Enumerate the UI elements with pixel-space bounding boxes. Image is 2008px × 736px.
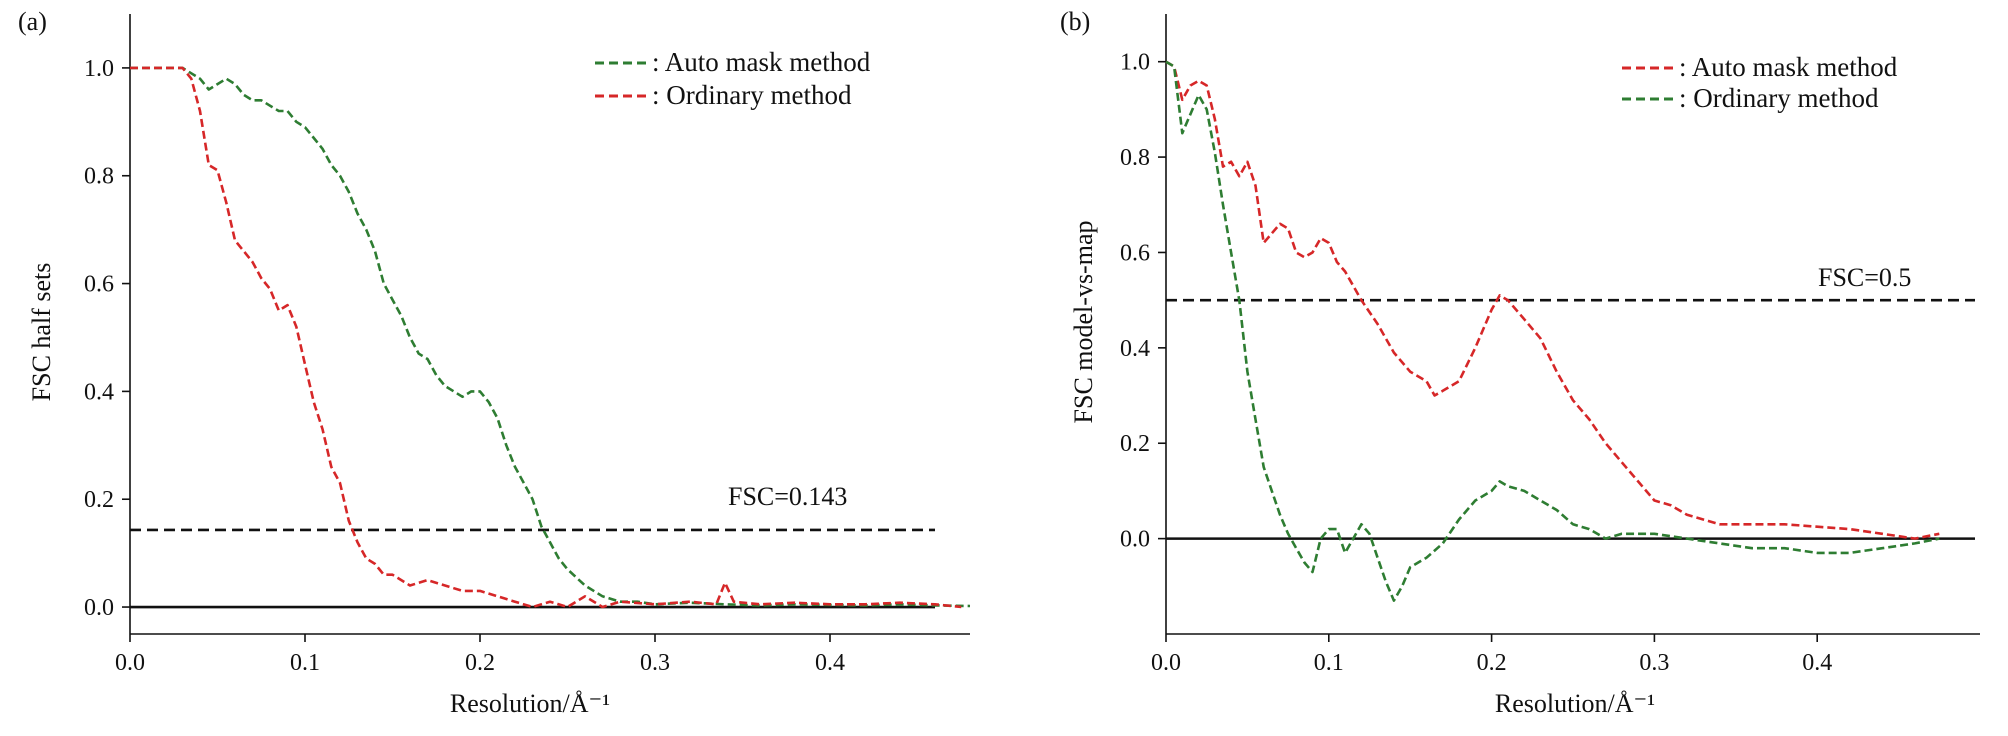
panel-a-x-tick-label: 0.2	[465, 650, 495, 676]
panel-b-legend-label-0: : Auto mask method	[1679, 52, 1898, 82]
panel-b-y-tick-label: 0.4	[1120, 336, 1150, 362]
panel-b-legend-label-1: : Ordinary method	[1679, 83, 1879, 113]
panel-a-y-tick-label: 0.2	[84, 487, 114, 513]
panel-b-y-tick-label: 0.6	[1120, 240, 1150, 266]
panel-a-label: (a)	[18, 7, 47, 36]
panel-b-y-tick-label: 0.0	[1120, 527, 1150, 553]
panel-b-label: (b)	[1060, 7, 1090, 36]
panel-b-y-tick-label: 0.2	[1120, 431, 1150, 457]
panel-a-x-tick-label: 0.1	[290, 650, 320, 676]
panel-b-series-green	[1165, 60, 1940, 602]
panel-b-series-red	[1165, 60, 1940, 540]
panel-a-series-red	[130, 66, 962, 609]
panel-b-x-tick-label: 0.3	[1639, 650, 1669, 676]
panel-a-lines	[130, 66, 971, 609]
panel-a-y-tick-label: 0.6	[84, 272, 114, 298]
panel-b-y-tick-label: 0.8	[1120, 145, 1150, 171]
panel-a-y-tick-label: 0.0	[84, 595, 114, 621]
panel-a-ticks: 0.0 0.1 0.2 0.3 0.4 0.0 0.2 0.4 0.6 0.8 1.0	[84, 56, 845, 676]
panel-a-legend-label-0: : Auto mask method	[652, 47, 871, 77]
panel-a-x-tick-label: 0.0	[115, 650, 145, 676]
panel-b-x-tick-label: 0.0	[1151, 650, 1181, 676]
panel-b-x-tick-label: 0.2	[1477, 650, 1507, 676]
panel-a-x-tick-label: 0.4	[815, 650, 845, 676]
panel-a-legend-label-1: : Ordinary method	[652, 80, 852, 110]
panel-a-series-green	[130, 66, 971, 608]
panel-a-y-tick-label: 0.4	[84, 379, 114, 405]
panel-a-threshold-label: FSC=0.143	[728, 482, 847, 511]
panel-a-y-axis-title: FSC half sets	[27, 263, 56, 402]
panel-a-y-tick-label: 0.8	[84, 164, 114, 190]
panel-b-x-tick-label: 0.1	[1314, 650, 1344, 676]
panel-b-x-axis-title: Resolution/Å⁻¹	[1495, 689, 1655, 718]
panel-a-x-tick-label: 0.3	[640, 650, 670, 676]
panel-a-x-axis-title: Resolution/Å⁻¹	[450, 689, 610, 718]
panel-b: (b) Resolution/Å⁻¹ FSC model-vs-map FSC=…	[1060, 7, 1980, 718]
panel-b-y-tick-label: 1.0	[1120, 50, 1150, 76]
panel-b-x-tick-label: 0.4	[1802, 650, 1832, 676]
panel-a-y-tick-label: 1.0	[84, 56, 114, 82]
panel-b-threshold-label: FSC=0.5	[1818, 263, 1911, 292]
panel-b-lines	[1165, 60, 1975, 602]
panel-b-y-axis-title: FSC model-vs-map	[1069, 221, 1098, 424]
panel-b-ticks: 0.0 0.1 0.2 0.3 0.4 0.0 0.2 0.4 0.6 0.8 1.0	[1120, 50, 1832, 676]
panel-a: (a) Resolution/Å⁻¹ FSC half sets FSC=0.1…	[18, 7, 971, 718]
